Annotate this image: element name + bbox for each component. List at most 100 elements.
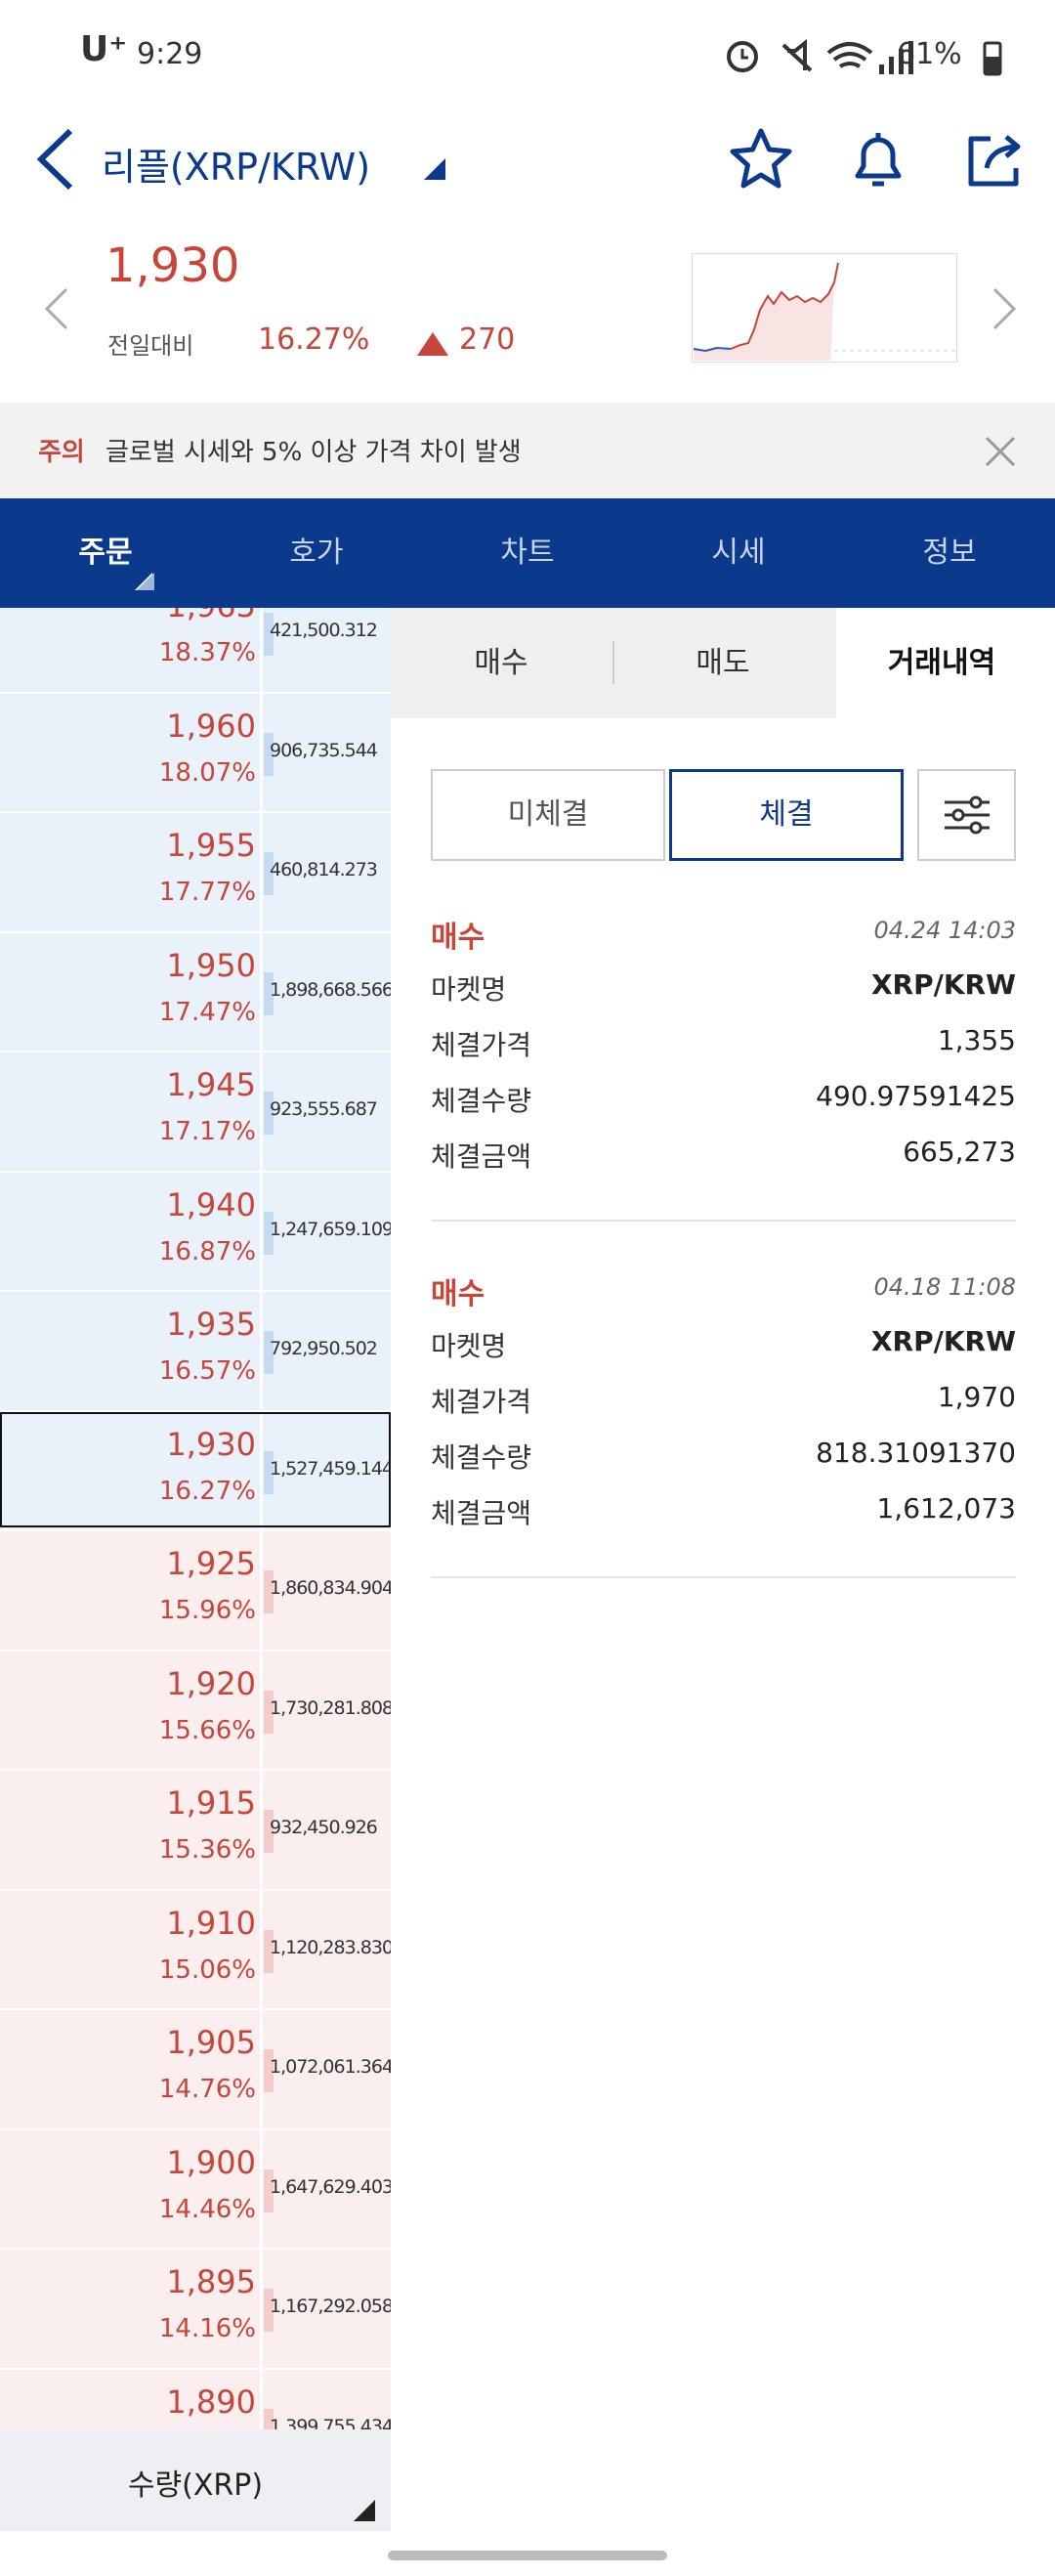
order-price: 1,920	[166, 1664, 256, 1702]
order-price: 1,960	[166, 707, 256, 745]
price-cell	[0, 1411, 263, 1529]
order-qty: 1,527,459.144	[270, 1457, 391, 1480]
field-value: XRP/KRW	[870, 1325, 1016, 1357]
footer-corner	[354, 2500, 375, 2521]
order-book: 1,965 18.37% 421,500.312 1,960 18.07% 906,735…	[0, 608, 391, 2429]
order-price: 1,935	[166, 1306, 256, 1343]
order-rate: 17.47%	[158, 997, 256, 1027]
filter-button[interactable]: 체결	[669, 769, 904, 861]
depth-bar	[264, 1450, 274, 1494]
order-row[interactable]: 1,950 17.47% 1,898,668.566	[0, 932, 391, 1052]
order-rate: 14.46%	[158, 2194, 256, 2224]
order-rate: 18.37%	[158, 638, 256, 667]
field-label: 체결수량	[431, 1441, 532, 1474]
depth-bar	[264, 2289, 274, 2332]
trade-datetime: 04.18 11:08	[873, 1273, 1017, 1301]
trade-side: 매수	[431, 1277, 485, 1311]
order-row[interactable]: 1,940 16.87% 1,247,659.109	[0, 1172, 391, 1292]
tab[interactable]: 정보	[922, 536, 977, 570]
field-value: 1,355	[937, 1024, 1016, 1056]
order-price: 1,925	[166, 1545, 256, 1582]
field-value: 1,970	[937, 1381, 1016, 1413]
footer-label[interactable]: 수량(XRP)	[127, 2469, 264, 2503]
alert-button[interactable]	[844, 125, 912, 193]
prev-coin[interactable]	[37, 283, 76, 334]
carrier: U⁺	[80, 29, 128, 69]
order-row[interactable]: 1,945 17.17% 923,555.687	[0, 1052, 391, 1173]
field-label: 마켓명	[431, 973, 507, 1006]
tab[interactable]: 시세	[711, 536, 766, 570]
next-coin[interactable]	[985, 283, 1024, 334]
tab[interactable]: 차트	[500, 536, 555, 570]
notice-text: 글로벌 시세와 5% 이상 가격 차이 발생	[106, 438, 522, 467]
mini-chart	[692, 253, 957, 363]
order-row[interactable]: 1,890 1,399,755.434	[0, 2369, 391, 2429]
order-row[interactable]: 1,965 18.37% 421,500.312	[0, 608, 391, 694]
depth-bar	[264, 1092, 274, 1135]
trade-divider	[431, 1220, 1016, 1222]
order-row[interactable]: 1,935 16.57% 792,950.502	[0, 1292, 391, 1412]
order-row[interactable]: 1,920 15.66% 1,730,281.808	[0, 1651, 391, 1771]
title-dropdown[interactable]	[420, 154, 449, 184]
notice-close[interactable]	[981, 432, 1020, 471]
depth-bar	[264, 2168, 274, 2212]
depth-bar	[264, 1570, 274, 1613]
filter-settings[interactable]	[917, 769, 1016, 861]
order-row[interactable]: 1,930 16.27% 1,527,459.144	[0, 1411, 391, 1531]
order-row[interactable]: 1,910 15.06% 1,120,283.830	[0, 1890, 391, 2010]
favorite-button[interactable]	[727, 125, 795, 193]
order-qty: 1,247,659.109	[270, 1218, 391, 1240]
order-qty: 1,647,629.403	[270, 2175, 391, 2198]
home-indicator	[388, 2551, 667, 2560]
field-value: 665,273	[903, 1136, 1016, 1168]
order-price: 1,890	[166, 2383, 256, 2421]
tab[interactable]: 호가	[289, 536, 344, 570]
panel-tab[interactable]: 매도	[696, 646, 750, 680]
tab-bar: 주문 호가 차트 시세 정보	[0, 498, 1055, 608]
page-title[interactable]: 리플(XRP/KRW)	[102, 146, 371, 189]
price-cell	[0, 1890, 263, 2008]
order-price: 1,945	[166, 1066, 256, 1103]
depth-bar	[264, 1690, 274, 1734]
panel-tab[interactable]: 매수	[474, 646, 528, 680]
order-row[interactable]: 1,955 17.77% 460,814.273	[0, 813, 391, 933]
order-row[interactable]: 1,915 15.36% 932,450.926	[0, 1771, 391, 1891]
notice-tag: 주의	[38, 438, 85, 467]
change-label: 전일대비	[107, 332, 194, 360]
field-value: XRP/KRW	[870, 968, 1016, 1001]
price-cell	[0, 1172, 263, 1290]
share-button[interactable]	[961, 125, 1030, 193]
order-row[interactable]: 1,895 14.16% 1,167,292.058	[0, 2250, 391, 2370]
order-rate: 14.76%	[158, 2075, 256, 2104]
order-qty: 1,167,292.058	[270, 2296, 391, 2317]
change-amount: 270	[459, 322, 516, 357]
order-price: 1,895	[166, 2263, 256, 2300]
up-triangle	[417, 332, 448, 356]
order-row[interactable]: 1,905 14.76% 1,072,061.364	[0, 2010, 391, 2130]
price-cell	[0, 2129, 263, 2248]
back-button[interactable]	[29, 125, 88, 193]
current-row-border	[0, 1411, 391, 1527]
field-value: 1,612,073	[876, 1492, 1016, 1524]
field-label: 체결금액	[431, 1140, 532, 1173]
current-price: 1,930	[106, 238, 240, 293]
price-cell	[0, 608, 263, 692]
panel-tab[interactable]: 거래내역	[887, 646, 996, 680]
order-row[interactable]: 1,960 18.07% 906,735.544	[0, 693, 391, 813]
depth-bar	[264, 1331, 274, 1374]
order-row[interactable]: 1,900 14.46% 1,647,629.403	[0, 2129, 391, 2250]
price-cell	[0, 932, 263, 1051]
price-cell	[0, 1292, 263, 1410]
tab[interactable]: 주문	[78, 536, 133, 570]
field-label: 체결수량	[431, 1085, 532, 1117]
order-rate: 16.57%	[158, 1356, 256, 1386]
depth-bar	[264, 971, 274, 1015]
order-row[interactable]: 1,925 15.96% 1,860,834.904	[0, 1531, 391, 1652]
depth-bar	[264, 613, 274, 656]
filter-button[interactable]: 미체결	[431, 769, 665, 861]
order-price: 1,910	[166, 1904, 256, 1942]
order-price: 1,940	[166, 1185, 256, 1224]
order-price: 1,930	[166, 1425, 256, 1463]
